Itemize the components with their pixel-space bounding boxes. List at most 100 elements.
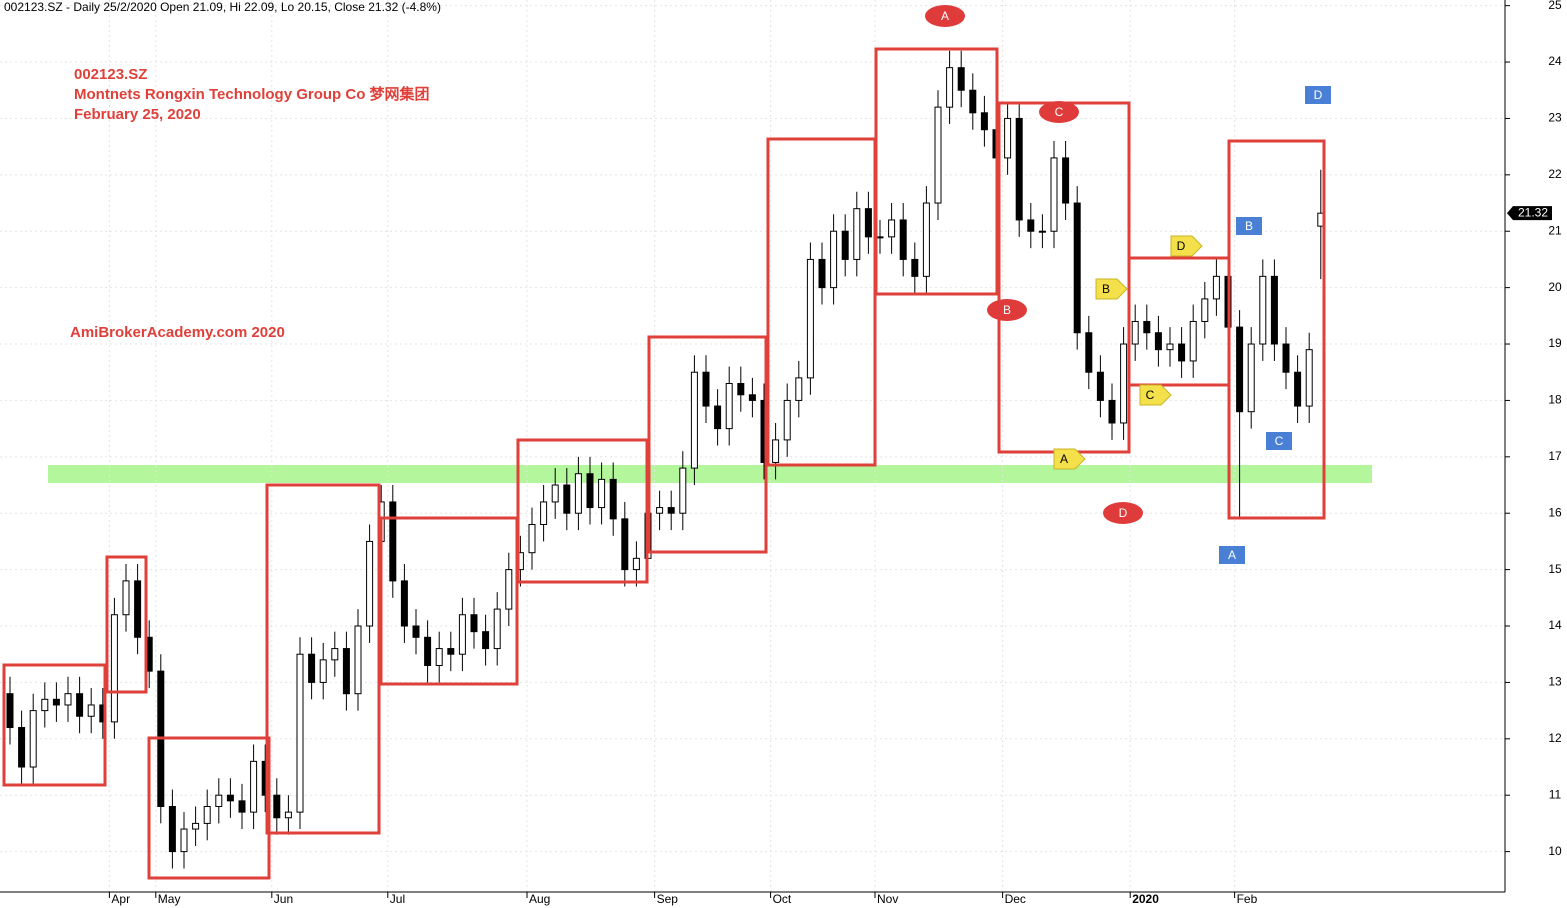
candle-body [667,507,675,514]
candle-body [424,636,432,666]
y-tick-label: 21 [1548,223,1562,237]
candle-body [273,794,281,819]
y-tick-label: 11 [1549,787,1562,801]
y-tick-label: 13 [1548,675,1562,689]
y-tick-label: 16 [1548,505,1562,519]
y-tick-label: 22 [1548,167,1562,181]
candle-body [783,399,791,441]
marker-shape [1236,217,1262,235]
y-tick-label: 12 [1548,731,1562,745]
box [105,555,148,694]
candle-body [470,614,478,633]
y-tick-label: 25 [1548,0,1562,12]
candle-body [737,383,745,396]
candle-body [563,484,571,514]
x-tick-label: Jul [390,892,405,906]
marker-shape [1053,448,1086,470]
marker-label: B [1102,282,1110,296]
candle-body [493,608,501,650]
box [147,736,271,880]
x-tick-label: Jun [274,892,293,906]
candle-body [540,501,548,525]
x-tick-label: 2020 [1132,892,1159,906]
candle-body [632,557,640,571]
candle-body [1108,399,1116,424]
candle-body [64,693,72,706]
x-tick-label: Sep [657,892,679,906]
marker-label: A [1228,548,1236,562]
candle-body [957,67,965,91]
candle-body [1027,219,1035,232]
candle-body [29,710,37,768]
candle-body [180,828,188,853]
date-text: February 25, 2020 [74,106,201,123]
markers: A C B D B D C A D B C A [925,5,1331,564]
candle-body [447,648,455,655]
marker-shape [925,5,965,27]
candle-body [702,371,710,407]
candle-body [308,653,316,683]
candle-body [1073,202,1081,334]
candle-body [6,693,14,729]
marker-label: B [1003,303,1011,317]
x-tick-label: Nov [877,892,898,906]
y-tick-label: 19 [1548,336,1562,350]
y-tick-label: 10 [1548,844,1562,858]
candle-body [574,473,582,514]
marker-label: C [1055,105,1064,119]
candle-body [18,727,26,768]
candle-body [1201,298,1209,322]
candle-body [250,760,258,813]
candle-body [1015,117,1023,221]
candle-body [354,625,362,695]
marker-label: A [1060,452,1068,466]
candle-body [899,219,907,260]
candle-body [864,208,872,238]
candle-body [435,648,443,666]
candle-body [621,518,629,571]
candle-body [400,580,408,627]
marker-shape [1305,86,1331,104]
candle-body [168,805,176,853]
last-price-label: 21.32 [1518,205,1548,219]
marker-shape [987,299,1027,321]
marker-shape [1170,235,1203,257]
candle-body [1282,343,1290,373]
candle-body [389,501,397,582]
candle-body [342,648,350,695]
y-tick-label: 20 [1548,280,1562,294]
candle-body [714,405,722,430]
watermark: AmiBrokerAcademy.com 2020 [70,324,285,341]
y-tick-label: 23 [1548,111,1562,125]
candle-body [52,698,60,706]
last-price-tag [1507,206,1552,221]
marker-label: D [1119,506,1128,520]
candle-body [1259,275,1267,345]
x-tick-label: Dec [1005,892,1026,906]
y-tick-label: 24 [1548,54,1562,68]
candle-body [830,230,838,289]
x-tick-label: Feb [1237,892,1258,906]
candle-body [922,202,930,277]
marker-shape [1219,546,1245,564]
candle-body [969,89,977,114]
box [379,516,519,686]
box [516,438,649,584]
candle-body [1154,332,1162,351]
marker-label: D [1314,88,1323,102]
support-band [48,465,1372,483]
candle-body [911,258,919,277]
candle-body [586,473,594,509]
candle-body [482,631,490,650]
candle-body [215,794,223,807]
candle-body [296,653,304,813]
candle-body [853,208,861,260]
candle-body [748,394,756,401]
candle-body [284,811,292,819]
candle-body [134,580,142,638]
marker-shape [1266,432,1292,450]
candle-body [319,659,327,683]
marker-shape [1103,502,1143,524]
